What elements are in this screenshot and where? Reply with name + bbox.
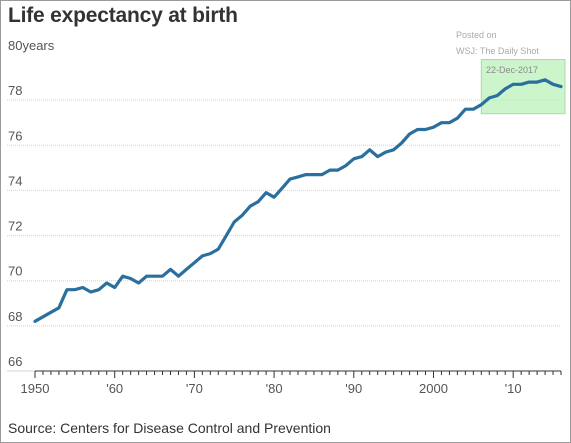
- data-point-1987: [328, 168, 332, 172]
- annotation-box: [480, 59, 566, 115]
- annotation-line-2: WSJ: The Daily Shot: [456, 46, 539, 56]
- data-point-1969: [185, 268, 188, 271]
- data-point-1972: [209, 252, 212, 255]
- chart-title: Life expectancy at birth: [8, 4, 238, 27]
- data-point-1983: [296, 175, 300, 179]
- data-point-2006: [480, 103, 483, 106]
- data-point-2014: [543, 78, 547, 82]
- data-point-1984: [304, 173, 308, 176]
- y-tick-label-66: 66: [8, 354, 22, 369]
- data-point-1965: [153, 275, 156, 278]
- data-point-1992: [368, 148, 371, 151]
- data-point-1951: [41, 315, 45, 318]
- data-point-1982: [288, 177, 292, 181]
- data-point-1974: [225, 234, 228, 237]
- data-point-1966: [161, 275, 164, 278]
- data-point-1968: [177, 275, 180, 278]
- data-point-2015: [551, 83, 555, 86]
- data-point-1975: [233, 220, 236, 224]
- data-point-1971: [201, 254, 204, 258]
- y-tick-label-68: 68: [8, 309, 22, 324]
- data-point-1962: [129, 277, 132, 280]
- y-tick-label-76: 76: [8, 128, 22, 143]
- data-point-1998: [416, 128, 419, 131]
- data-point-1959: [105, 281, 108, 285]
- y-tick-label-78: 78: [8, 83, 22, 98]
- data-point-2011: [520, 83, 523, 86]
- x-tick-label-1950: 1950: [21, 381, 50, 396]
- x-tick-label-1970: '70: [186, 381, 203, 396]
- data-point-1956: [81, 286, 85, 289]
- data-point-2009: [504, 87, 507, 91]
- data-point-1980: [272, 196, 276, 199]
- data-point-1960: [113, 286, 116, 289]
- data-point-1996: [400, 141, 403, 145]
- x-tick-label-2010: '10: [505, 381, 522, 396]
- data-point-1958: [97, 288, 101, 291]
- data-point-1957: [89, 290, 93, 294]
- x-tick-label-1980: '80: [266, 381, 283, 396]
- data-point-1979: [264, 191, 268, 194]
- data-point-1989: [344, 164, 347, 167]
- data-point-2016: [559, 85, 563, 88]
- series-line: [33, 78, 563, 323]
- data-point-2004: [464, 108, 467, 111]
- data-point-1973: [217, 247, 220, 251]
- data-point-1990: [352, 157, 355, 160]
- data-point-2005: [472, 108, 475, 111]
- x-tick-label-2000: 2000: [419, 381, 448, 396]
- source-note: Source: Centers for Disease Control and …: [8, 420, 331, 436]
- data-point-2002: [448, 121, 451, 124]
- data-point-1963: [137, 281, 140, 285]
- data-point-1997: [408, 132, 411, 136]
- data-point-1964: [145, 275, 148, 278]
- y-tick-labels: 66 68 70 72 74 76 78 80years: [8, 38, 55, 369]
- data-point-1952: [49, 311, 53, 314]
- data-point-1986: [320, 173, 324, 176]
- x-tick-label-1960: '60: [106, 381, 123, 396]
- data-point-1961: [121, 275, 124, 278]
- data-point-1988: [336, 168, 339, 172]
- life-expectancy-line: [33, 78, 563, 323]
- data-point-1967: [169, 268, 172, 271]
- data-point-2007: [488, 96, 491, 100]
- y-gridlines: [7, 99, 561, 372]
- data-point-1993: [376, 155, 379, 158]
- data-point-2003: [456, 117, 459, 120]
- data-point-2010: [512, 83, 515, 86]
- data-point-1955: [73, 288, 77, 291]
- post-annotation: Posted on WSJ: The Daily Shot 22-Dec-2017: [456, 30, 566, 115]
- y-tick-label-74: 74: [8, 173, 22, 188]
- x-axis: 1950 '60 '70 '80 '90 2000 '10: [21, 370, 562, 396]
- data-point-1999: [424, 128, 427, 131]
- y-tick-label-72: 72: [8, 219, 22, 234]
- data-point-1977: [249, 205, 252, 208]
- data-point-1978: [257, 200, 260, 203]
- annotation-line-3: 22-Dec-2017: [486, 65, 538, 75]
- data-point-1970: [193, 261, 196, 264]
- data-point-2012: [527, 80, 531, 84]
- data-point-1985: [312, 173, 316, 176]
- data-point-2013: [535, 80, 539, 84]
- annotation-line-1: Posted on: [456, 30, 497, 40]
- data-point-2001: [440, 121, 443, 124]
- data-point-2000: [432, 126, 435, 129]
- data-point-1954: [65, 288, 69, 291]
- data-point-1995: [392, 148, 395, 151]
- x-tick-label-1990: '90: [345, 381, 362, 396]
- data-point-1953: [57, 306, 61, 309]
- data-point-1976: [241, 214, 244, 217]
- data-point-1994: [384, 150, 387, 154]
- y-tick-label-70: 70: [8, 264, 22, 279]
- y-tick-label-80: 80years: [8, 38, 55, 53]
- data-point-1950: [33, 320, 37, 323]
- data-point-2008: [496, 94, 499, 97]
- data-point-1991: [360, 155, 363, 158]
- data-point-1981: [280, 187, 284, 190]
